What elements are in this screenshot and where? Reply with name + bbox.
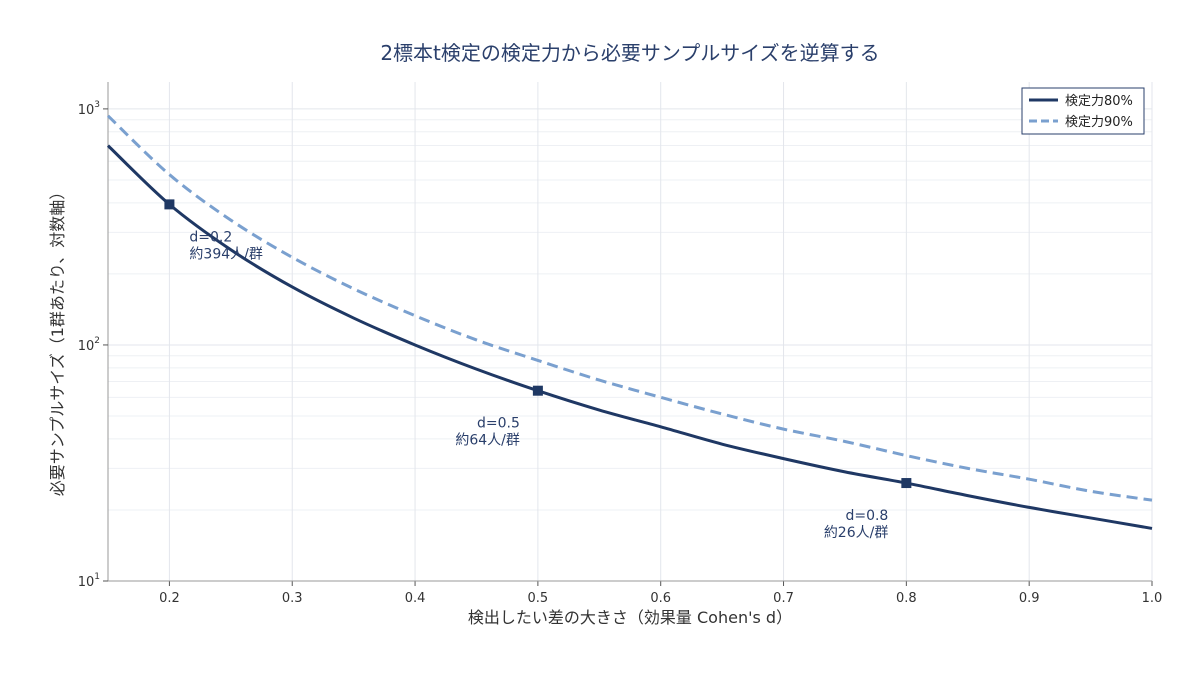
y-tick-label: 101 <box>78 572 100 590</box>
data-marker <box>532 385 543 396</box>
marker-annotation-d: d=0.2 <box>189 229 232 245</box>
grid <box>108 82 1153 582</box>
y-tick-base: 10 <box>78 103 95 118</box>
y-tick-base: 10 <box>78 339 95 354</box>
x-tick-label: 0.7 <box>773 591 794 606</box>
marker-annotation-d: d=0.5 <box>477 416 520 432</box>
y-tick-exponent: 3 <box>94 100 100 110</box>
chart-title: 2標本t検定の検定力から必要サンプルサイズを逆算する <box>380 41 879 65</box>
marker-annotation-d: d=0.8 <box>845 508 888 524</box>
x-axis-label: 検出したい差の大きさ（効果量 Cohen's d） <box>468 608 792 627</box>
x-tick-label: 0.3 <box>282 591 303 606</box>
marker-annotation-n: 約26人/群 <box>824 525 889 541</box>
x-tick-label: 0.9 <box>1019 591 1040 606</box>
y-axis-label: 必要サンプルサイズ（1群あたり、対数軸） <box>48 184 67 497</box>
y-tick-exponent: 2 <box>94 336 100 346</box>
series-layer <box>106 114 1153 530</box>
legend-label-2: 検定力90% <box>1065 115 1133 130</box>
marker-annotation-n: 約394人/群 <box>189 246 262 262</box>
legend-box <box>1021 87 1145 135</box>
marker-annotation-n: 約64人/群 <box>455 433 520 449</box>
data-marker <box>164 199 175 210</box>
legend: 検定力80% 検定力90% <box>1021 87 1145 135</box>
series-line-1 <box>106 144 1153 530</box>
x-tick-label: 0.8 <box>896 591 917 606</box>
x-tick-label: 0.6 <box>650 591 671 606</box>
data-marker <box>901 478 912 489</box>
legend-label-1: 検定力80% <box>1065 94 1133 109</box>
y-tick-label: 103 <box>78 100 100 118</box>
series-line-2 <box>106 114 1153 502</box>
y-tick-label: 102 <box>78 336 100 354</box>
x-tick-label: 0.5 <box>528 591 549 606</box>
x-tick-label: 1.0 <box>1142 591 1163 606</box>
x-tick-label: 0.2 <box>159 591 180 606</box>
x-tick-label: 0.4 <box>405 591 426 606</box>
y-tick-base: 10 <box>78 575 95 590</box>
y-tick-exponent: 1 <box>94 572 100 582</box>
